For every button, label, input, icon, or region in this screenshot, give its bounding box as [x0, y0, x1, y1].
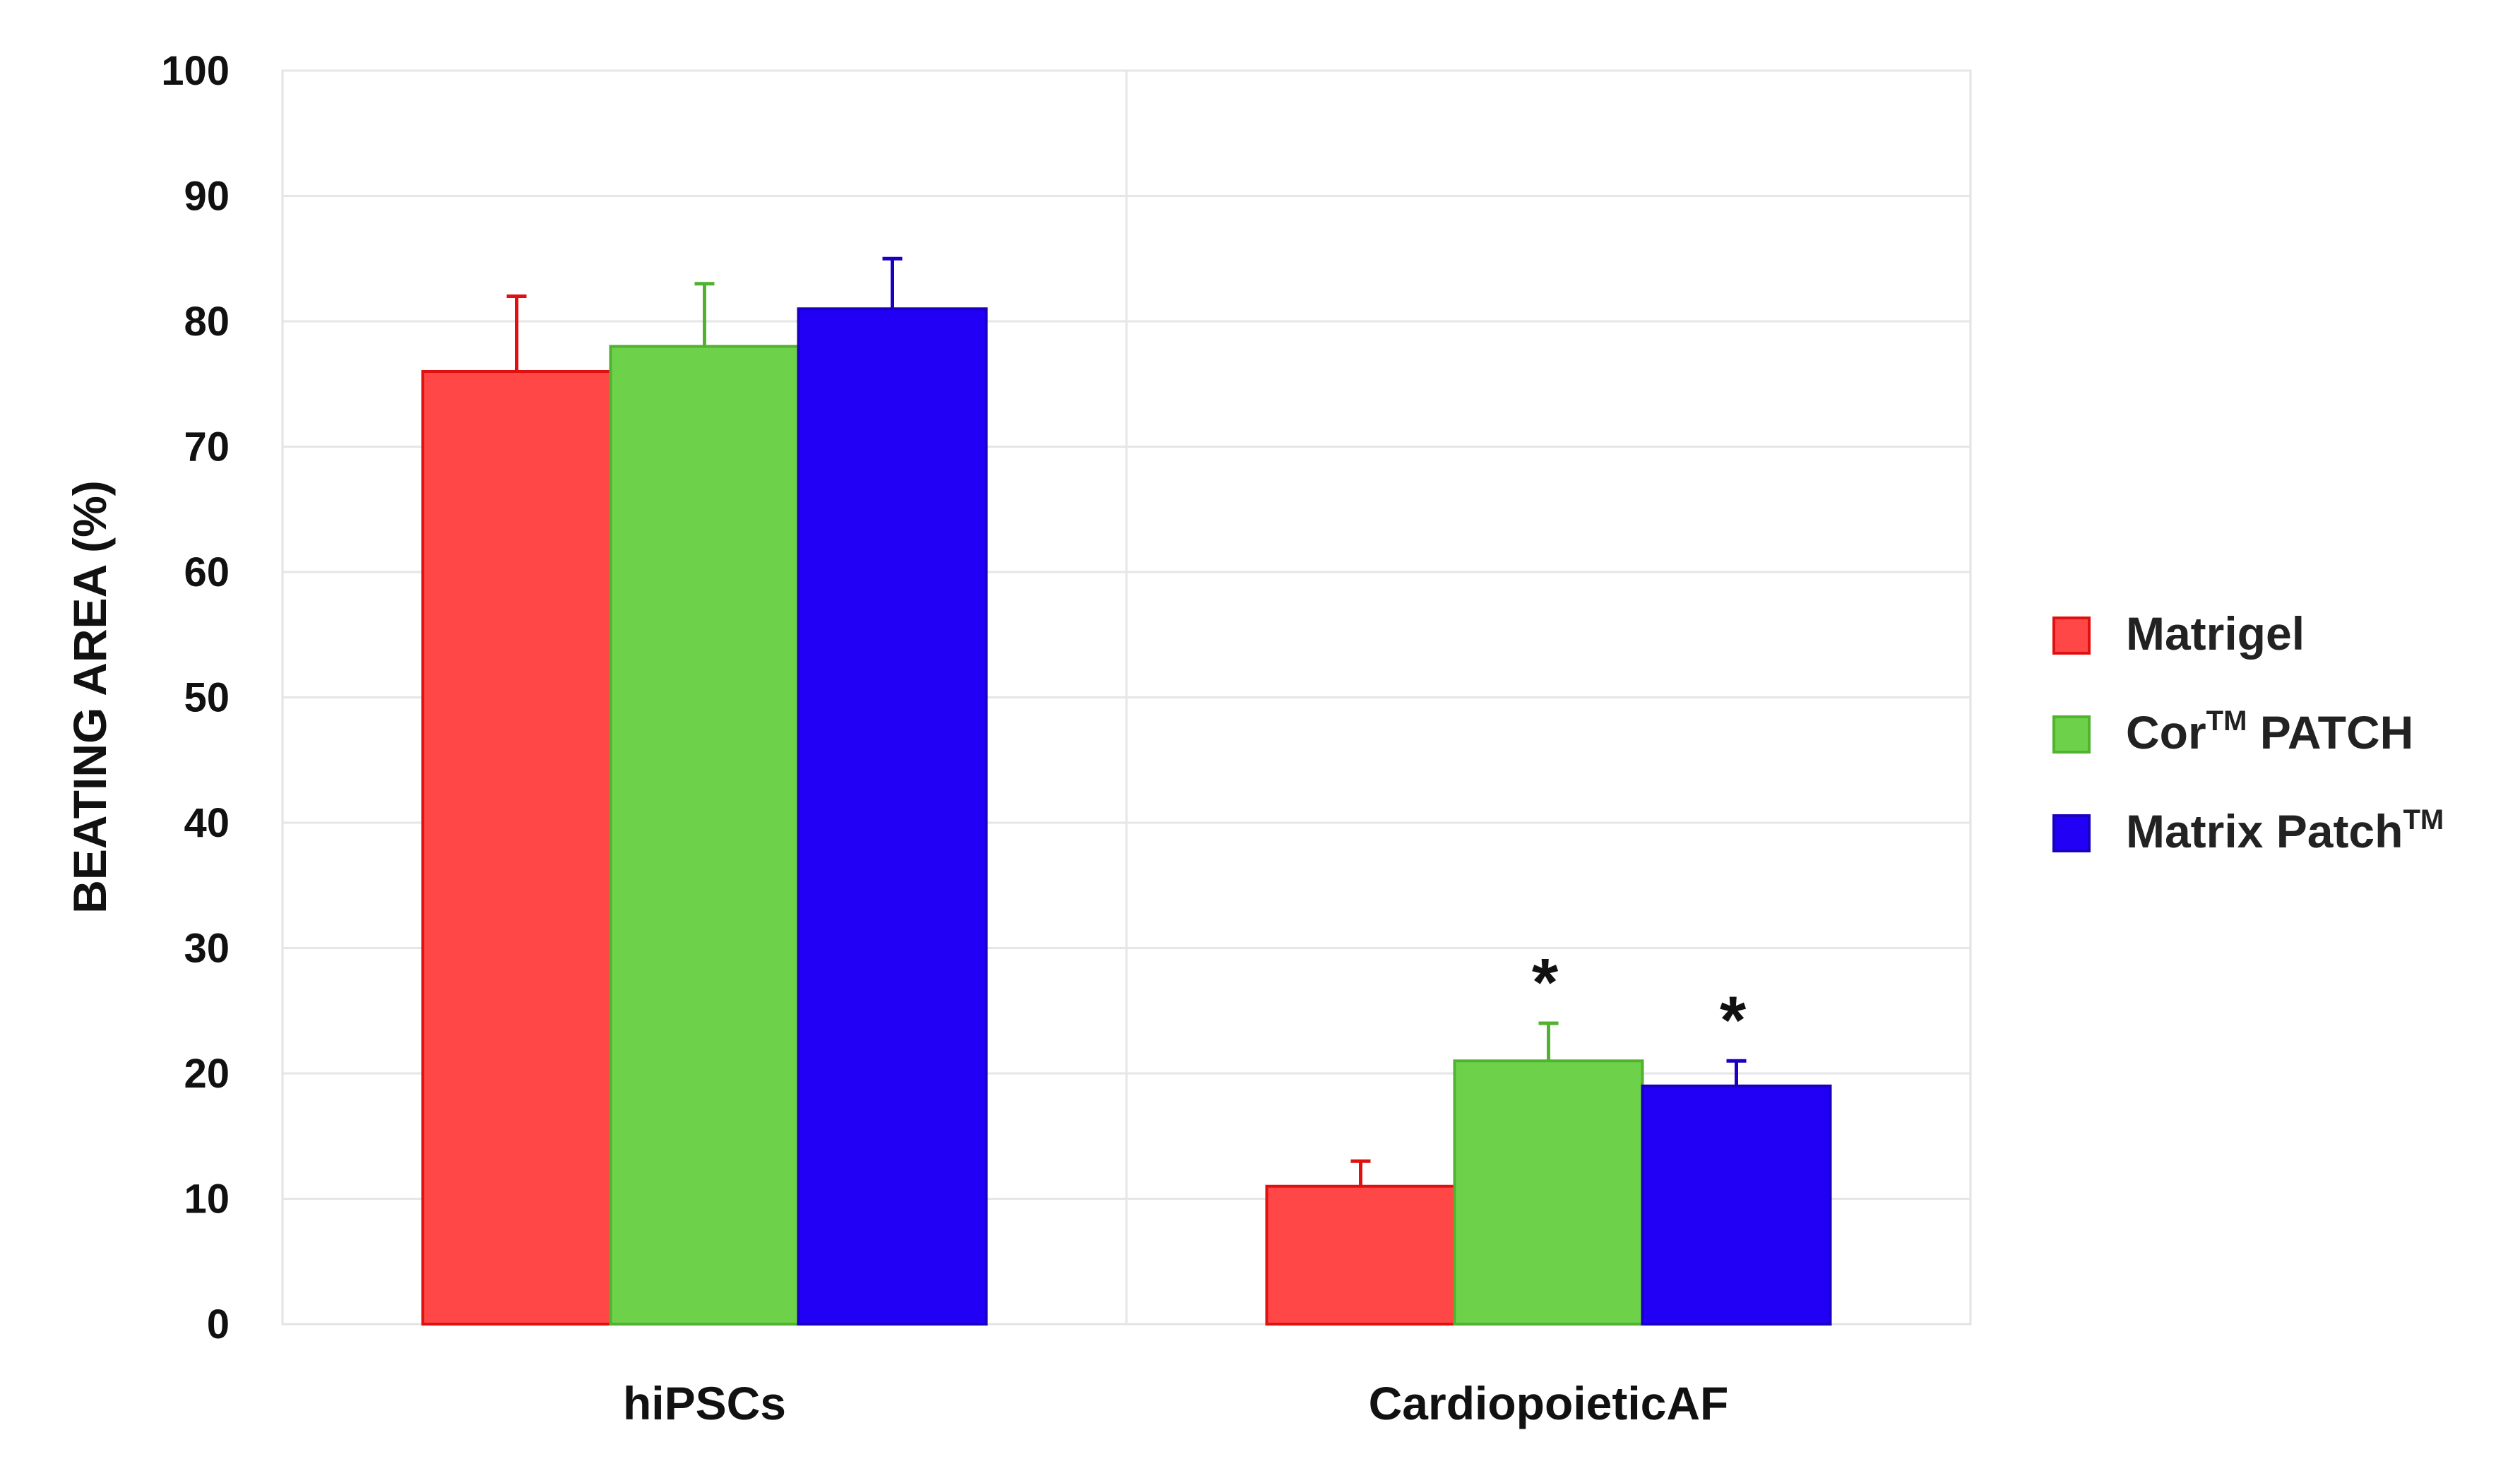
legend-swatch [2052, 715, 2091, 754]
y-tick-label: 60 [184, 549, 230, 595]
y-axis-ticks: 0 10 20 30 40 50 60 70 80 90 100 [161, 48, 230, 1347]
legend-swatch [2052, 814, 2091, 852]
legend-swatch [2052, 617, 2091, 655]
y-tick-label: 30 [184, 926, 230, 972]
legend-label: Matrigel [2126, 607, 2305, 660]
y-tick-label: 80 [184, 299, 230, 345]
significance-marker: * [1720, 982, 1747, 1058]
x-tick-label: hiPSCs [623, 1377, 786, 1429]
legend-label: CorTM PATCH [2126, 705, 2413, 758]
bar-matrigel-hipscs [421, 370, 612, 1326]
y-axis-title: BEATING AREA (%) [64, 480, 116, 914]
y-tick-label: 20 [184, 1051, 230, 1097]
y-tick-label: 10 [184, 1177, 230, 1222]
y-tick-label: 0 [207, 1302, 230, 1347]
bar-cortm-patch-cardiopoieticaf [1453, 1059, 1644, 1326]
bar-cortm-patch-hipscs [609, 345, 800, 1326]
y-tick-label: 50 [184, 675, 230, 721]
bars: * * [421, 256, 1832, 1326]
y-tick-label: 40 [184, 800, 230, 846]
legend: Matrigel CorTM PATCH Matrix PatchTM [2052, 607, 2444, 857]
x-tick-label: CardiopoieticAF [1369, 1377, 1729, 1429]
bar-matrigel-cardiopoieticaf [1265, 1184, 1456, 1326]
x-axis-ticks: hiPSCs CardiopoieticAF [623, 1377, 1728, 1429]
y-tick-label: 70 [184, 424, 230, 470]
bar-matrix-patchtm-cardiopoieticaf [1641, 1084, 1832, 1326]
legend-label: Matrix PatchTM [2126, 804, 2444, 857]
y-tick-label: 100 [161, 48, 230, 94]
significance-marker: * [1532, 945, 1559, 1020]
bar-matrix-patchtm-hipscs [797, 307, 988, 1326]
y-tick-label: 90 [184, 174, 230, 220]
